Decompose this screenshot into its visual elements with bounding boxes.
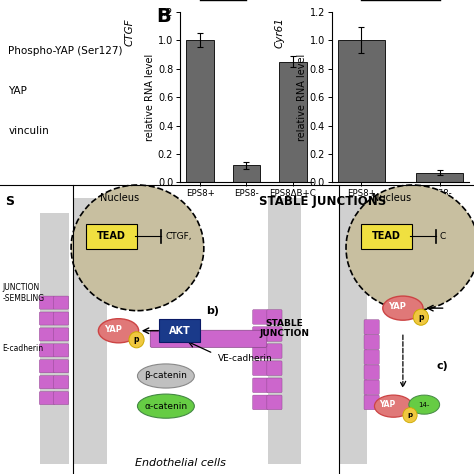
- Text: E-cadherin: E-cadherin: [2, 344, 44, 353]
- FancyBboxPatch shape: [39, 312, 55, 325]
- Text: p: p: [418, 313, 424, 322]
- Text: p: p: [408, 412, 412, 418]
- FancyBboxPatch shape: [86, 224, 137, 249]
- Text: STABLE
JUNCTION: STABLE JUNCTION: [259, 319, 310, 338]
- Text: YAP: YAP: [104, 325, 122, 334]
- FancyBboxPatch shape: [73, 198, 107, 464]
- Text: Nucleus: Nucleus: [100, 192, 139, 202]
- FancyBboxPatch shape: [39, 296, 55, 309]
- Y-axis label: relative RNA level: relative RNA level: [145, 54, 155, 141]
- FancyBboxPatch shape: [267, 327, 282, 341]
- Text: c): c): [436, 361, 448, 371]
- FancyBboxPatch shape: [253, 395, 268, 410]
- FancyBboxPatch shape: [364, 350, 379, 365]
- Text: β-catenin: β-catenin: [145, 372, 187, 381]
- FancyBboxPatch shape: [54, 360, 69, 373]
- FancyBboxPatch shape: [268, 198, 301, 464]
- FancyBboxPatch shape: [253, 344, 268, 358]
- Text: Nucleus: Nucleus: [372, 192, 411, 202]
- Text: AKT: AKT: [169, 326, 191, 336]
- Text: VE-cadherin: VE-cadherin: [218, 354, 273, 363]
- FancyBboxPatch shape: [54, 312, 69, 325]
- FancyBboxPatch shape: [150, 330, 267, 347]
- Ellipse shape: [409, 395, 440, 414]
- FancyBboxPatch shape: [339, 198, 367, 464]
- FancyBboxPatch shape: [39, 360, 55, 373]
- Bar: [338, 40, 385, 182]
- Bar: [279, 62, 307, 182]
- Text: YAP: YAP: [8, 86, 27, 96]
- Ellipse shape: [71, 185, 204, 310]
- Bar: [186, 40, 214, 182]
- FancyBboxPatch shape: [361, 224, 412, 249]
- Text: α-catenin: α-catenin: [145, 401, 187, 410]
- FancyBboxPatch shape: [253, 361, 268, 375]
- Ellipse shape: [137, 364, 194, 388]
- FancyBboxPatch shape: [54, 344, 69, 357]
- Text: vinculin: vinculin: [8, 127, 49, 137]
- Ellipse shape: [383, 296, 423, 320]
- Text: p: p: [134, 335, 139, 344]
- Text: S: S: [5, 195, 14, 208]
- Ellipse shape: [99, 319, 138, 343]
- Text: CTGF,: CTGF,: [166, 232, 192, 241]
- Bar: [416, 173, 463, 182]
- FancyBboxPatch shape: [39, 344, 55, 357]
- FancyBboxPatch shape: [364, 335, 379, 349]
- FancyBboxPatch shape: [159, 319, 200, 342]
- FancyBboxPatch shape: [39, 376, 55, 389]
- Text: STABLE JUNCTIONS: STABLE JUNCTIONS: [259, 195, 386, 208]
- FancyBboxPatch shape: [54, 328, 69, 341]
- Circle shape: [403, 408, 417, 423]
- FancyBboxPatch shape: [267, 361, 282, 375]
- Text: Cyr61: Cyr61: [274, 17, 284, 48]
- Text: 14-: 14-: [419, 401, 430, 408]
- Text: Phospho-YAP (Ser127): Phospho-YAP (Ser127): [8, 46, 123, 56]
- Text: CTGF: CTGF: [125, 18, 135, 46]
- FancyBboxPatch shape: [54, 376, 69, 389]
- FancyBboxPatch shape: [267, 395, 282, 410]
- Y-axis label: relative RNA level: relative RNA level: [297, 54, 307, 141]
- Text: TEAD: TEAD: [372, 231, 401, 241]
- FancyBboxPatch shape: [253, 327, 268, 341]
- Text: B: B: [156, 7, 171, 26]
- FancyBboxPatch shape: [40, 213, 69, 464]
- FancyBboxPatch shape: [253, 378, 268, 392]
- Text: JUNCTION
-SEMBLING: JUNCTION -SEMBLING: [2, 283, 45, 303]
- FancyBboxPatch shape: [54, 296, 69, 309]
- FancyBboxPatch shape: [253, 310, 268, 324]
- Ellipse shape: [346, 185, 474, 310]
- Circle shape: [129, 332, 144, 348]
- FancyBboxPatch shape: [364, 380, 379, 394]
- Text: Endothelial cells: Endothelial cells: [135, 458, 226, 468]
- Bar: [233, 165, 260, 182]
- FancyBboxPatch shape: [54, 392, 69, 405]
- Text: YAP: YAP: [380, 400, 396, 409]
- FancyBboxPatch shape: [364, 395, 379, 410]
- FancyBboxPatch shape: [267, 378, 282, 392]
- FancyBboxPatch shape: [364, 365, 379, 380]
- Ellipse shape: [137, 394, 194, 418]
- FancyBboxPatch shape: [39, 328, 55, 341]
- Text: b): b): [206, 306, 219, 316]
- Text: C: C: [440, 232, 446, 241]
- FancyBboxPatch shape: [364, 319, 379, 334]
- FancyBboxPatch shape: [267, 344, 282, 358]
- FancyBboxPatch shape: [39, 392, 55, 405]
- Text: YAP: YAP: [388, 302, 406, 311]
- FancyBboxPatch shape: [267, 310, 282, 324]
- Text: TEAD: TEAD: [97, 231, 126, 241]
- Ellipse shape: [374, 395, 412, 417]
- Circle shape: [413, 309, 428, 325]
